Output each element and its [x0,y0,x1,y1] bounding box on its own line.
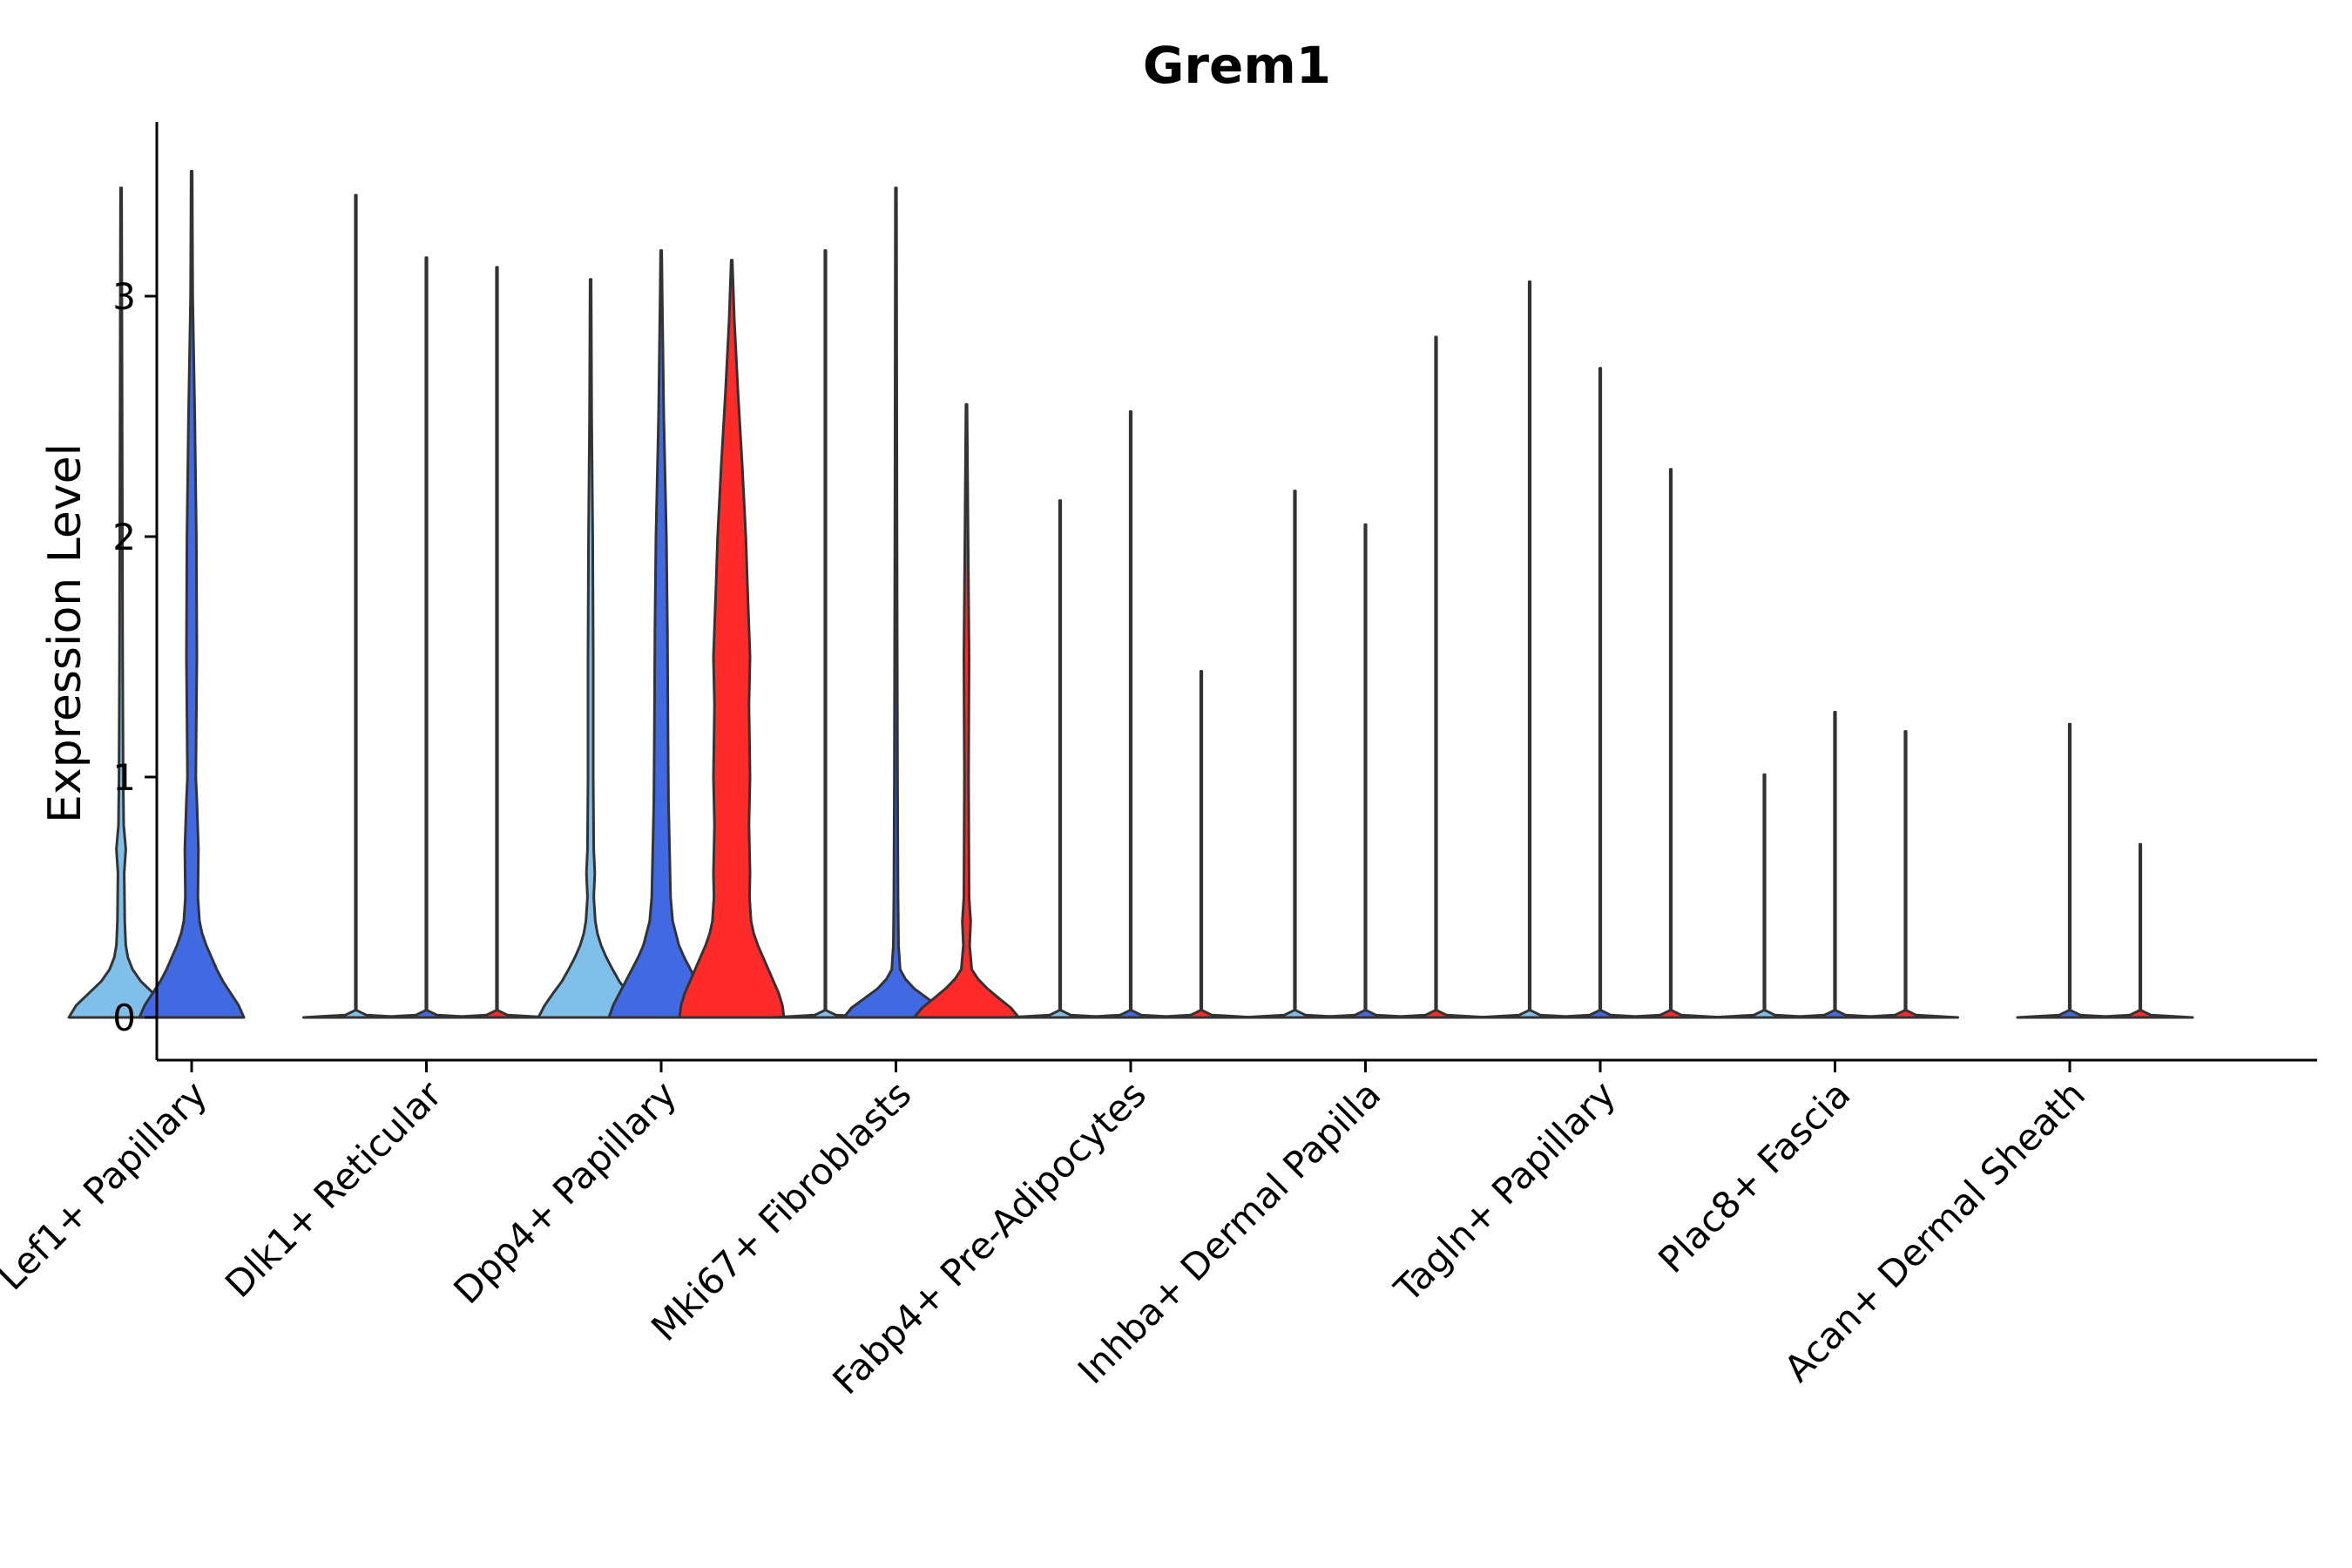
violin-7-0 [1711,773,1818,1019]
violin-1-1 [373,256,480,1019]
violin-0-1 [138,170,246,1019]
violin-3-0 [772,249,879,1019]
violin-4-2 [1147,670,1255,1019]
x-tick-label: Plac8+ Fascia [1650,1072,1858,1281]
violin-2-0 [537,278,645,1019]
violin-1-0 [302,193,409,1019]
violin-8-1 [2016,722,2124,1019]
violin-4-1 [1077,410,1185,1019]
violin-0-0 [67,186,175,1019]
y-axis-label: Expression Level [39,443,91,823]
y-tick-label: 3 [112,275,136,318]
y-tick-label: 0 [112,997,136,1039]
violin-7-2 [1852,730,1959,1019]
violin-6-2 [1617,468,1725,1019]
violin-2-2 [678,259,786,1019]
violin-4-0 [1006,499,1114,1019]
x-tick-label: Dlk1+ Reticular [217,1072,450,1306]
plot-area [67,170,2194,1019]
violin-5-1 [1312,523,1419,1019]
chart-title: Grem1 [1143,36,1331,95]
violin-5-2 [1382,335,1490,1019]
violin-6-0 [1476,280,1584,1019]
y-axis: 0 1 2 3 [112,122,159,1060]
violin-1-2 [443,266,551,1019]
violin-5-0 [1241,490,1348,1019]
x-tick-label: Mki67+ Fibroblasts [643,1072,919,1348]
violin-2-1 [607,249,715,1019]
y-tick-label: 1 [112,756,136,799]
violin-3-2 [913,402,1020,1019]
y-tick-label: 2 [112,516,136,558]
violin-7-1 [1781,711,1889,1019]
violin-6-1 [1546,367,1654,1019]
violin-8-2 [2086,842,2194,1019]
violin-3-1 [842,186,950,1019]
x-tick-label: Tagln+ Papillary [1386,1072,1624,1310]
x-tick-label: Lef1+ Papillary [0,1072,215,1298]
x-tick-label: Dpp4+ Papillary [445,1072,685,1312]
